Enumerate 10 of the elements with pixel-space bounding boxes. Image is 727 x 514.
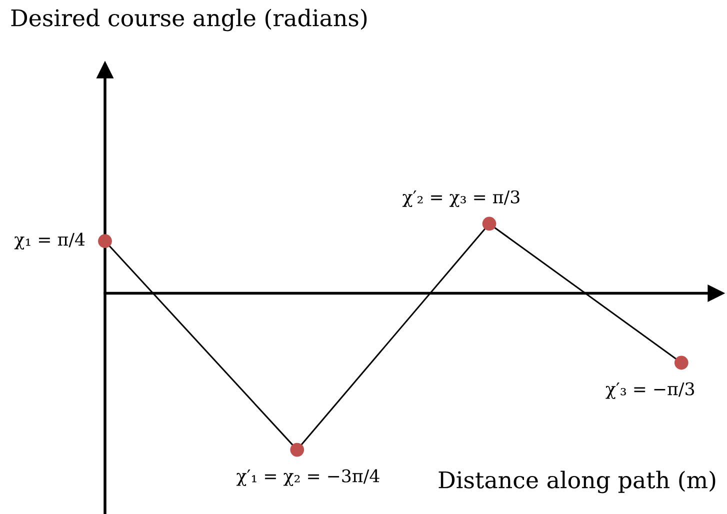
point xyxy=(290,442,304,457)
point xyxy=(98,234,112,248)
point xyxy=(482,216,496,231)
point xyxy=(674,356,688,370)
text: χ₁ = π/4 xyxy=(14,232,85,250)
text: Desired course angle (radians) xyxy=(11,8,367,32)
annotation: χ′₃ = −π/3 xyxy=(606,382,694,399)
text: χ′₂ = χ₃ = π/3 xyxy=(402,190,520,208)
x-axis-title: Distance along path (m) xyxy=(438,470,716,494)
text: χ′₁ = χ₂ = −3π/4 xyxy=(236,469,380,486)
